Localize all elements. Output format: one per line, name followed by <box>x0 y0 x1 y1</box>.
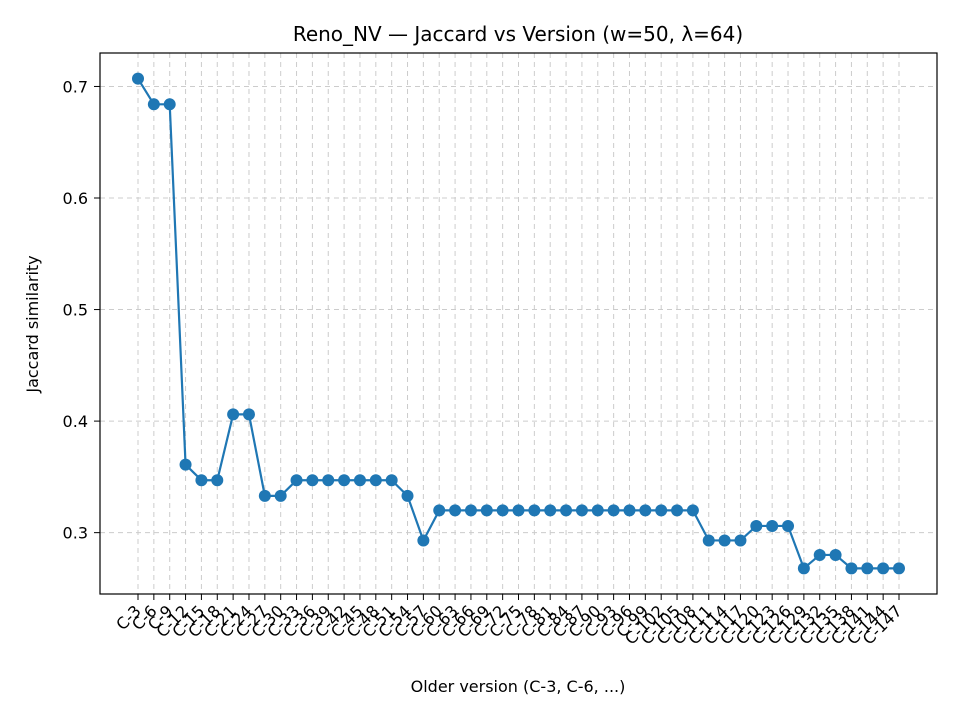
data-point <box>797 562 810 575</box>
data-point <box>623 504 636 517</box>
data-point <box>433 504 446 517</box>
x-axis-label: Older version (C-3, C-6, ...) <box>411 677 626 696</box>
data-point <box>766 519 779 532</box>
y-tick-label: 0.5 <box>63 301 88 320</box>
data-point <box>655 504 668 517</box>
data-point <box>195 474 208 487</box>
data-point <box>464 504 477 517</box>
y-tick-label: 0.7 <box>63 77 88 96</box>
data-point <box>306 474 319 487</box>
axes: C-3C-6C-9C-12C-15C-18C-21C-24C-27C-30C-3… <box>63 52 938 648</box>
data-point <box>401 489 414 502</box>
data-point <box>702 534 715 547</box>
data-point <box>861 562 874 575</box>
data-point <box>369 474 382 487</box>
data-point <box>607 504 620 517</box>
data-point <box>639 504 652 517</box>
data-point <box>338 474 351 487</box>
data-point <box>528 504 541 517</box>
data-point <box>591 504 604 517</box>
grid <box>100 53 937 594</box>
data-point <box>671 504 684 517</box>
data-point <box>496 504 509 517</box>
data-point <box>417 534 430 547</box>
data-point <box>845 562 858 575</box>
data-point <box>512 504 525 517</box>
y-tick-label: 0.4 <box>63 412 88 431</box>
data-point <box>877 562 890 575</box>
data-point <box>544 504 557 517</box>
chart-title: Reno_NV — Jaccard vs Version (w=50, λ=64… <box>293 22 743 46</box>
data-point <box>211 474 224 487</box>
data-point <box>750 519 763 532</box>
data-point <box>813 548 826 561</box>
data-point <box>258 489 271 502</box>
data-point <box>385 474 398 487</box>
data-point <box>560 504 573 517</box>
series-layer <box>132 72 905 575</box>
data-point <box>829 548 842 561</box>
data-point <box>718 534 731 547</box>
data-point <box>353 474 366 487</box>
data-point <box>290 474 303 487</box>
data-point <box>480 504 493 517</box>
data-point <box>147 98 160 111</box>
y-axis-label: Jaccard similarity <box>23 255 42 393</box>
data-point <box>734 534 747 547</box>
data-point <box>227 408 240 421</box>
data-point <box>163 98 176 111</box>
plot-frame <box>99 52 938 595</box>
data-point <box>274 489 287 502</box>
y-tick-label: 0.6 <box>63 189 88 208</box>
data-point <box>782 519 795 532</box>
data-point <box>132 72 144 85</box>
data-point <box>575 504 588 517</box>
data-point <box>179 458 192 471</box>
data-point <box>322 474 335 487</box>
data-point <box>893 562 905 575</box>
data-point <box>686 504 699 517</box>
y-tick-label: 0.3 <box>63 524 88 543</box>
data-point <box>242 408 255 421</box>
data-point <box>449 504 462 517</box>
